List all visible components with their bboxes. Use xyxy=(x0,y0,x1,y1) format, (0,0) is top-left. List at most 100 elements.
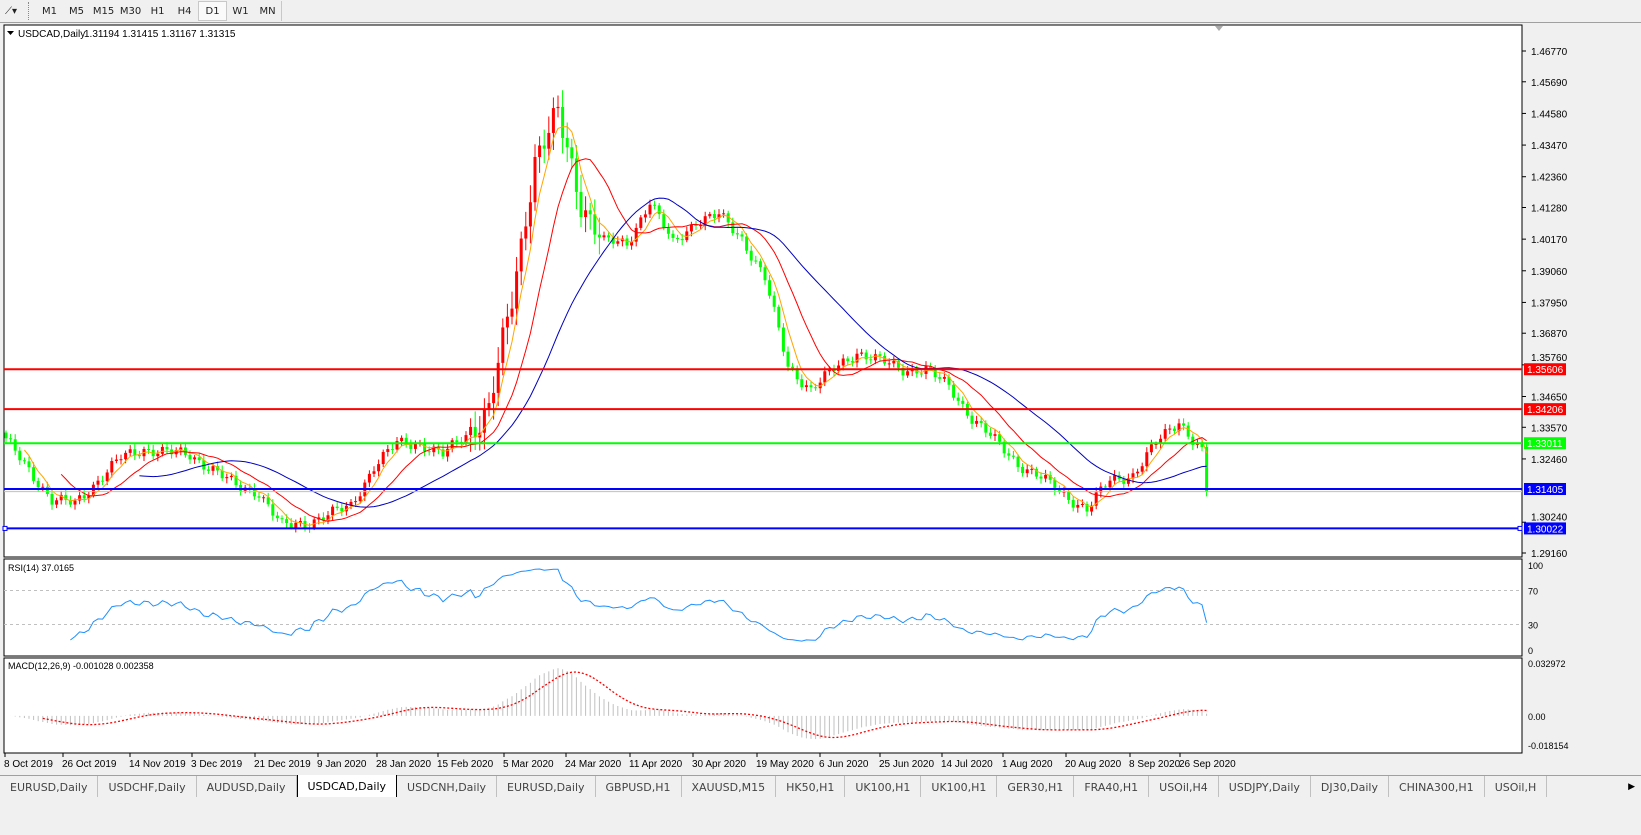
price-level-label: 1.34206 xyxy=(1527,405,1564,416)
candle-bullish xyxy=(377,464,381,472)
timeframe-m1[interactable]: M1 xyxy=(42,5,58,17)
chart-tab[interactable]: AUDUSD,Daily xyxy=(197,776,297,798)
candle-bullish xyxy=(55,500,59,505)
candle-bearish xyxy=(970,415,974,424)
candle-bearish xyxy=(285,519,289,524)
chart-tab[interactable]: FRA40,H1 xyxy=(1074,776,1150,798)
candle-bullish xyxy=(367,473,371,483)
candle-bullish xyxy=(538,145,542,157)
chart-tab[interactable]: GER30,H1 xyxy=(997,776,1075,798)
candle-bullish xyxy=(501,327,505,363)
date-label: 15 Feb 2020 xyxy=(437,759,494,770)
chart-tab[interactable]: USOil,H4 xyxy=(1149,776,1219,798)
chart-tabs: EURUSD,Daily USDCHF,Daily AUDUSD,Daily USDC… xyxy=(0,775,1641,798)
timeframe-m5[interactable]: M5 xyxy=(69,5,85,17)
candle-bullish xyxy=(179,447,183,451)
line-anchor-handle[interactable] xyxy=(2,525,8,531)
timeframe-m30[interactable]: M30 xyxy=(119,5,142,17)
candle-bearish xyxy=(565,137,569,148)
chart-tab[interactable]: DJ30,Daily xyxy=(1311,776,1389,798)
candle-bearish xyxy=(64,494,68,500)
rsi-tick-label: 70 xyxy=(1528,587,1538,597)
candle-bearish xyxy=(680,239,684,241)
chart-tab[interactable]: USDCHF,Daily xyxy=(98,776,197,798)
chart-tab[interactable]: UK100,H1 xyxy=(921,776,998,798)
timeframe-h1[interactable]: H1 xyxy=(150,5,165,17)
candle-bearish xyxy=(22,460,26,462)
candle-bullish xyxy=(229,475,233,478)
date-label: 6 Jun 2020 xyxy=(819,759,869,770)
chart-tab[interactable]: USDCAD,Daily xyxy=(296,775,398,798)
candle-bearish xyxy=(694,224,698,226)
timeframe-m15[interactable]: M15 xyxy=(92,5,115,17)
candle-bullish xyxy=(528,202,532,227)
price-tick-label: 1.46770 xyxy=(1531,47,1568,58)
candle-bearish xyxy=(850,361,854,363)
line-anchor-handle[interactable] xyxy=(1517,525,1523,531)
candle-bullish xyxy=(487,403,491,410)
candle-bearish xyxy=(27,461,31,468)
chart-window[interactable]: 1.46770 1.45690 1.44580 1.43470 1.42360 1.412… xyxy=(0,23,1641,775)
candle-bearish xyxy=(607,235,611,238)
candle-bullish xyxy=(469,426,473,436)
chart-tab[interactable]: USOil,H xyxy=(1485,776,1548,798)
main-panel xyxy=(3,24,1523,558)
chart-tab[interactable]: UK100,H1 xyxy=(845,776,922,798)
chart-tab[interactable]: CHINA300,H1 xyxy=(1389,776,1485,798)
candle-bullish xyxy=(556,106,560,109)
candle-bullish xyxy=(1094,492,1098,506)
candle-bearish xyxy=(455,440,459,443)
price-level-label: 1.33011 xyxy=(1527,439,1563,450)
chart-tab[interactable]: HK50,H1 xyxy=(776,776,846,798)
tabs-scroll-right-icon[interactable]: ▶ xyxy=(1628,782,1635,792)
chart-tab[interactable]: EURUSD,Daily xyxy=(497,776,596,798)
timeframe-toolbar: ⟋▾ M1 M5 M15 M30 H1 H4 D1 W1 MN xyxy=(0,0,1641,23)
candle-bearish xyxy=(32,467,36,481)
candle-bearish xyxy=(671,233,675,238)
candle-bullish xyxy=(1025,469,1029,474)
candle-bearish xyxy=(216,466,220,471)
candle-bearish xyxy=(901,367,905,376)
candle-bearish xyxy=(404,437,408,445)
candle-bullish xyxy=(804,385,808,388)
candle-bearish xyxy=(979,420,983,423)
timeframe-d1[interactable]: D1 xyxy=(198,1,228,21)
chart-tab[interactable]: XAUUSD,M15 xyxy=(682,776,777,798)
candle-bearish xyxy=(441,449,445,457)
date-label: 21 Dec 2019 xyxy=(254,759,311,770)
timeframe-w1[interactable]: W1 xyxy=(232,5,249,17)
chart-shift-icon xyxy=(1215,26,1223,31)
candle-bullish xyxy=(975,420,979,424)
candle-bearish xyxy=(1021,466,1025,474)
candle-bullish xyxy=(855,353,859,363)
candle-bullish xyxy=(496,362,500,393)
timeframe-h4[interactable]: H4 xyxy=(177,5,192,17)
candle-bearish xyxy=(735,233,739,235)
timeframe-mn[interactable]: MN xyxy=(259,5,276,17)
chart-tab[interactable]: GBPUSD,H1 xyxy=(596,776,682,798)
candle-bearish xyxy=(777,306,781,328)
ma-mid-line xyxy=(60,158,1207,522)
candle-bullish xyxy=(547,132,551,149)
chart-tab[interactable]: USDJPY,Daily xyxy=(1219,776,1311,798)
candle-bullish xyxy=(703,216,707,226)
chart-tab[interactable]: USDCNH,Daily xyxy=(397,776,498,798)
candle-bearish xyxy=(271,504,275,516)
line-studies-button[interactable]: ⟋▾ xyxy=(0,1,22,21)
candle-bearish xyxy=(1172,428,1176,431)
candle-bearish xyxy=(754,260,758,262)
candle-bearish xyxy=(593,214,597,235)
candle-bullish xyxy=(630,241,634,246)
macd-panel xyxy=(3,657,1523,754)
candle-bullish xyxy=(128,449,132,453)
candle-bearish xyxy=(234,475,238,486)
candle-bearish xyxy=(423,442,427,452)
candle-bullish xyxy=(505,316,509,328)
candle-bearish xyxy=(1034,468,1038,477)
date-label: 14 Jul 2020 xyxy=(941,759,993,770)
chart-tab[interactable]: EURUSD,Daily xyxy=(0,776,99,798)
line-studies-icon: ⟋▾ xyxy=(5,5,18,17)
price-tick-label: 1.41280 xyxy=(1531,204,1568,215)
candle-bullish xyxy=(993,434,997,436)
candle-bearish xyxy=(409,444,413,449)
